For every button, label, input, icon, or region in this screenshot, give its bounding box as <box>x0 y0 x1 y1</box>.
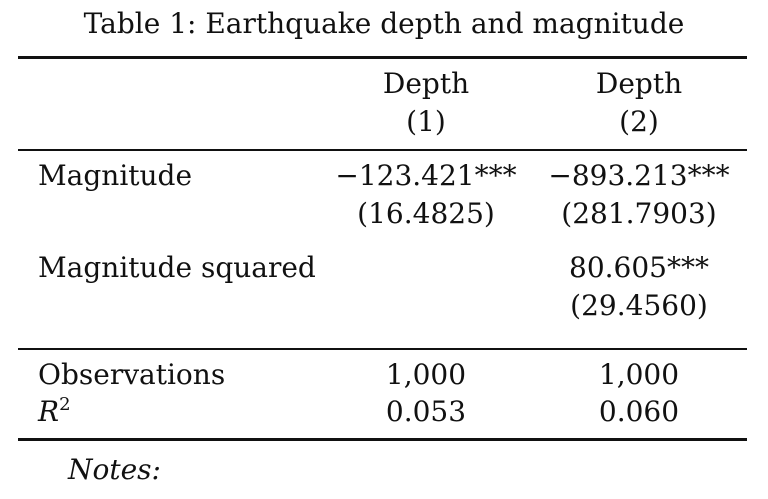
column-header-1: Depth <box>382 67 470 100</box>
column-number-1: (1) <box>406 105 446 138</box>
header-rule <box>18 149 747 151</box>
observations-col1: 1,000 <box>385 358 467 391</box>
se-magnitude-col1: (16.4825) <box>357 197 495 230</box>
coef-magnitude-col1: −123.421*** <box>335 159 517 192</box>
row-label-magnitude: Magnitude <box>38 159 193 192</box>
column-header-2: Depth <box>595 67 683 100</box>
bottom-rule <box>18 438 747 441</box>
row-label-r-squared: R2 <box>38 394 71 430</box>
row-label-observations: Observations <box>38 358 226 391</box>
coef-magnitude-squared-col2: 80.605*** <box>569 251 709 284</box>
table-title: Table 1: Earthquake depth and magnitude <box>83 7 685 40</box>
se-magnitude-col2: (281.7903) <box>561 197 717 230</box>
column-number-2: (2) <box>619 105 659 138</box>
coef-magnitude-col2: −893.213*** <box>548 159 730 192</box>
row-label-magnitude-squared: Magnitude squared <box>38 251 316 284</box>
stats-rule <box>18 348 747 350</box>
observations-col2: 1,000 <box>598 358 680 391</box>
r-squared-superscript: 2 <box>59 394 71 415</box>
table-notes: Notes: <box>68 453 161 486</box>
r-squared-base: R <box>38 395 60 428</box>
r-squared-col2: 0.060 <box>598 395 680 428</box>
se-magnitude-squared-col2: (29.4560) <box>570 289 708 322</box>
top-rule <box>18 56 747 59</box>
r-squared-col1: 0.053 <box>385 395 467 428</box>
